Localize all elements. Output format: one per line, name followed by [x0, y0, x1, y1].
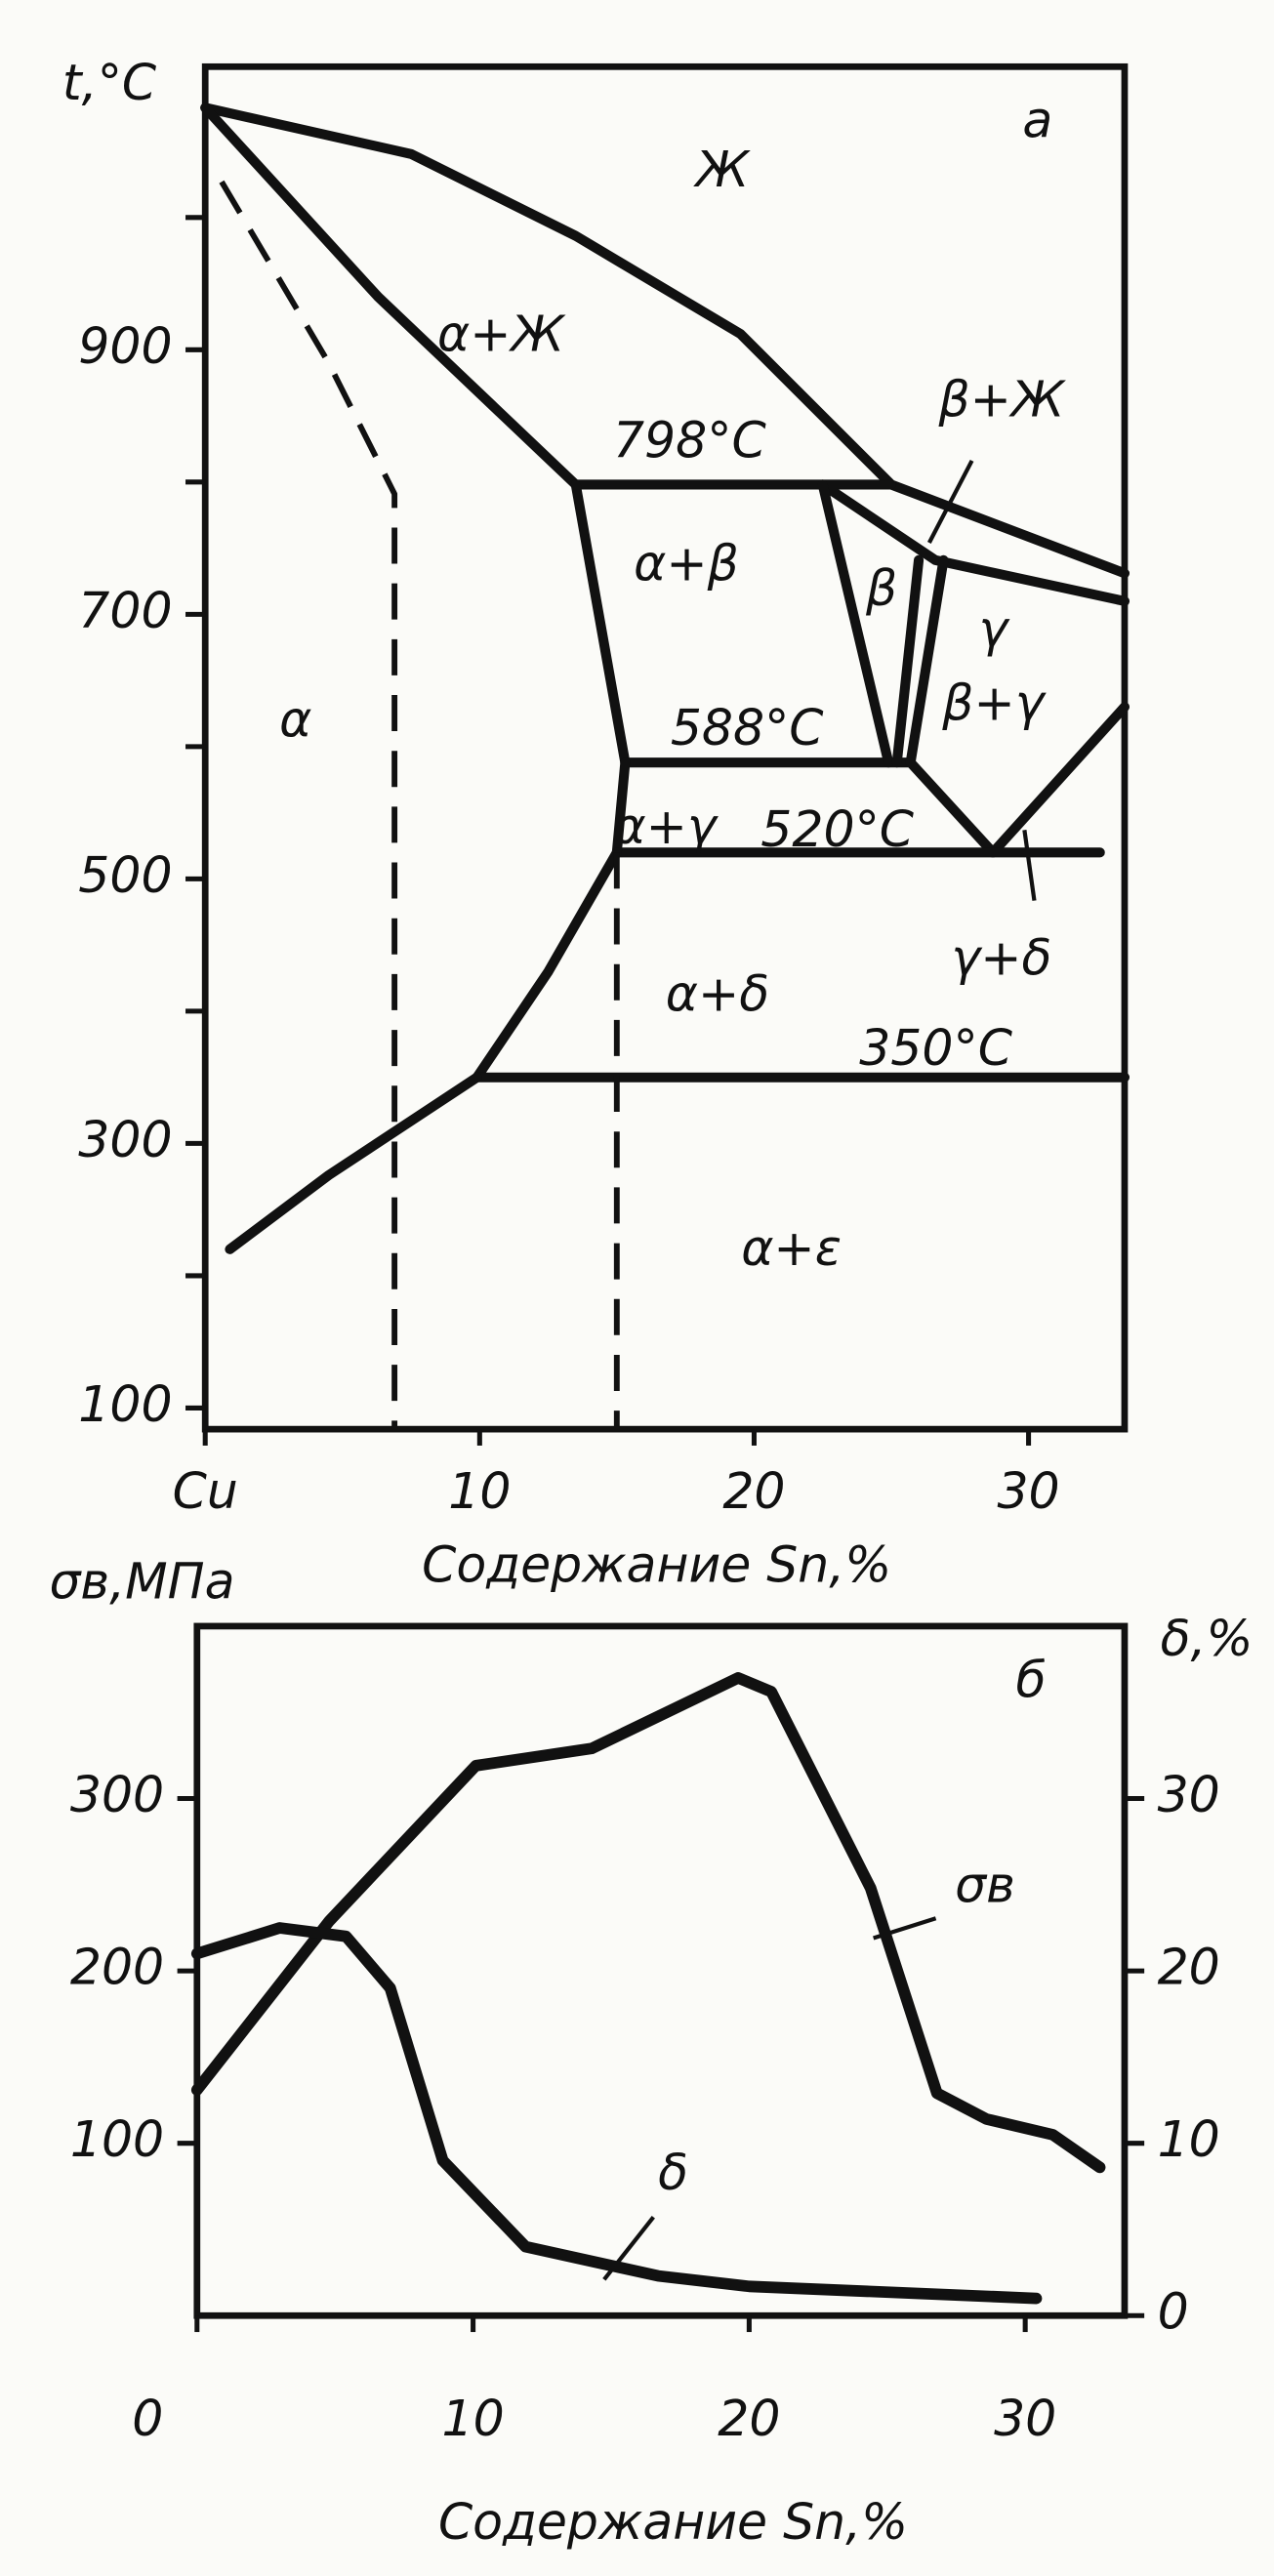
curve: [891, 554, 925, 768]
curve: [190, 1672, 1106, 2174]
region-label: 350°C: [859, 1019, 1012, 1077]
curve: [817, 479, 1130, 606]
panel-label: б: [1016, 1651, 1047, 1708]
y2-tick-label: 20: [1158, 1939, 1220, 1996]
region-label: Ж: [693, 141, 752, 198]
y-tick-label: 100: [78, 1375, 172, 1433]
x-axis-label: Содержание Sn,%: [438, 2493, 908, 2551]
curve: [817, 479, 894, 768]
x-tick-label: 20: [718, 2390, 780, 2447]
region-label: 588°C: [671, 699, 824, 756]
y2-tick-label: 0: [1158, 2283, 1189, 2341]
region-label: α+Ж: [437, 305, 567, 362]
plot-frame-a: [201, 62, 1129, 1433]
x-tick-label: 10: [441, 2390, 504, 2447]
region-label: 520°C: [760, 800, 914, 858]
curve: [988, 702, 1130, 858]
x-tick-label: 30: [994, 2390, 1056, 2447]
curve: [225, 1072, 482, 1254]
curve-label: δ: [658, 2144, 688, 2201]
region-label: β+Ж: [937, 371, 1066, 429]
y2-tick-label: 10: [1158, 2110, 1220, 2168]
curve: [905, 757, 999, 858]
y2-axis-label: δ,%: [1161, 1610, 1253, 1667]
curve: [570, 479, 631, 768]
region-label: α+γ: [613, 797, 719, 855]
x-tick-label: 10: [448, 1462, 511, 1520]
region-label: β+γ: [941, 675, 1047, 732]
y-tick-label: 300: [70, 1766, 164, 1823]
plot-frame-b: [193, 1622, 1129, 2319]
leader: [926, 459, 974, 544]
region-label: α+β: [634, 535, 739, 593]
y-tick-label: 300: [78, 1111, 172, 1168]
y-tick-label: 200: [70, 1939, 164, 1996]
x-tick-label: Cu: [173, 1462, 238, 1520]
region-label: α: [279, 690, 311, 748]
region-label: α+δ: [666, 964, 769, 1022]
curve: [472, 847, 622, 1083]
region-label: α+ε: [741, 1219, 842, 1277]
y-tick-label: 500: [78, 846, 172, 904]
x-tick-label: 0: [132, 2390, 163, 2447]
region-label: γ: [978, 600, 1010, 658]
curve: [200, 102, 1130, 579]
curve-label: σв: [955, 1857, 1015, 1914]
panel-label: а: [1022, 92, 1052, 149]
region-label: β: [865, 559, 897, 617]
y-axis-label: t,°C: [62, 54, 157, 111]
curve: [190, 1922, 1043, 2305]
y2-tick-label: 30: [1158, 1766, 1220, 1823]
y-tick-label: 900: [78, 317, 172, 375]
x-tick-label: 30: [997, 1462, 1059, 1520]
leader: [1022, 830, 1037, 901]
curve: [200, 102, 581, 490]
region-label: 798°C: [613, 412, 766, 470]
x-axis-label: Содержание Sn,%: [422, 1536, 891, 1594]
curve: [219, 180, 398, 1430]
x-tick-label: 20: [722, 1462, 785, 1520]
y-axis-label: σв,МПа: [49, 1552, 234, 1610]
y-tick-label: 100: [70, 2110, 164, 2168]
curve: [611, 757, 631, 858]
curve: [905, 554, 949, 768]
region-label: γ+δ: [951, 928, 1051, 986]
y-tick-label: 700: [78, 582, 172, 639]
